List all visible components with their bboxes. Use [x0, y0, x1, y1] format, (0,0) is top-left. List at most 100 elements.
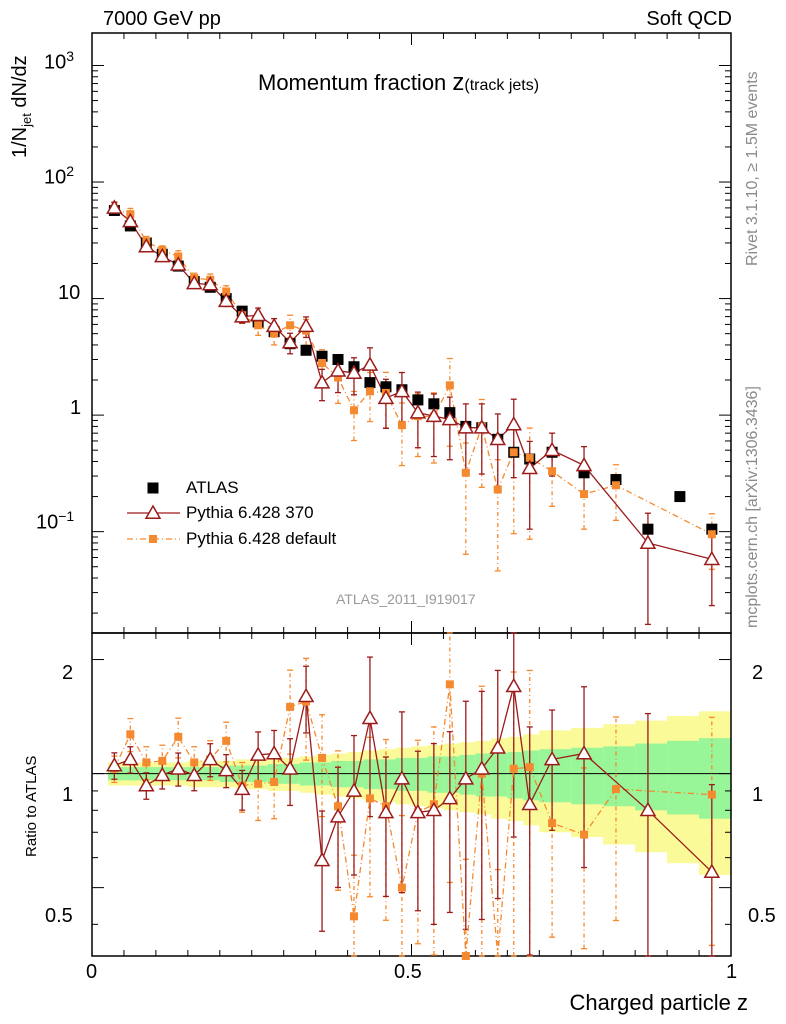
pdefault-ratio-point [158, 756, 167, 765]
pdefault-ratio-point [611, 785, 620, 794]
pdefault-ratio-point [461, 952, 470, 960]
pdefault-ratio-point [445, 680, 454, 689]
p370-main-point [441, 410, 459, 426]
p370-main-point [297, 317, 315, 333]
p370-ratio-point [473, 760, 491, 775]
legend-marker-p370 [144, 504, 162, 519]
ratio-band-inner [667, 740, 700, 815]
atlas-main-point [706, 523, 718, 535]
p370-ratio-point [639, 801, 657, 817]
p370-ratio-point [329, 808, 347, 823]
p370-ratio-point [361, 709, 379, 725]
atlas-main-point [364, 377, 376, 389]
atlas-main-point [610, 474, 622, 486]
p370-main-point [639, 534, 657, 549]
p370-main-point [393, 382, 411, 398]
pdefault-ratio-point [509, 764, 518, 773]
atlas-main-point [578, 467, 590, 479]
header-beam-label: 7000 GeV pp [103, 8, 221, 30]
p370-main-point [122, 212, 139, 228]
pdefault-main-point [397, 421, 406, 430]
pdefault-ratio-point [397, 883, 406, 892]
x-axis-label: Charged particle z [569, 990, 748, 1015]
atlas-main-point [412, 394, 424, 406]
ratio-y-tick-left: 1 [62, 784, 74, 806]
ratio-band-inner [427, 756, 444, 793]
pdefault-main-point [580, 490, 589, 499]
main-y-tick-label: 103 [44, 48, 75, 74]
pdefault-main-point [461, 468, 470, 477]
legend-marker-pdefault [149, 535, 157, 543]
ratio-band-inner [603, 746, 636, 807]
pdefault-ratio-point [126, 730, 135, 739]
pdefault-main-point [349, 406, 358, 415]
pdefault-ratio-point [142, 758, 151, 767]
title-z: z [452, 69, 465, 96]
ratio-band-inner [507, 752, 524, 799]
ratio-band-inner [699, 738, 731, 819]
pdefault-main-point [548, 467, 557, 476]
pdefault-ratio-point [349, 912, 358, 921]
p370-ratio-point [265, 744, 283, 760]
legend-label-p370: Pythia 6.428 370 [186, 503, 314, 522]
main-y-tick-label: 10 [58, 282, 81, 304]
pdefault-ratio-point [286, 702, 295, 711]
p370-ratio-point [521, 795, 539, 811]
p370-ratio-point [543, 750, 561, 766]
pdefault-main-point [286, 321, 295, 330]
p370-ratio-point [703, 863, 721, 878]
p370-ratio-point [153, 766, 171, 782]
p370-ratio-point [575, 744, 593, 760]
title-sub: (track jets) [464, 77, 540, 94]
p370-main-point [281, 333, 299, 349]
p370-ratio-point [201, 750, 219, 766]
ratio-band-inner [491, 753, 508, 797]
p370-main-point [217, 292, 235, 308]
p370-ratio-point [409, 803, 427, 819]
p370-main-point [313, 374, 331, 389]
pdefault-ratio-point [525, 763, 534, 772]
p370-main-point [345, 364, 363, 379]
pdefault-main-point [707, 530, 716, 539]
mcplots-label: mcplots.cern.ch [arXiv:1306.3436] [744, 386, 761, 628]
p370-ratio-point [425, 801, 443, 817]
p370-ratio-point [106, 757, 123, 772]
p370-ratio-point [185, 766, 203, 782]
pdefault-ratio-point [174, 732, 183, 741]
p370-main-point [249, 306, 267, 322]
pdefault-ratio-point [548, 819, 557, 828]
pdefault-ratio-point [190, 758, 199, 767]
p370-ratio-point [313, 851, 331, 867]
p370-ratio-point [441, 789, 459, 805]
p370-main-point [409, 404, 427, 419]
p370-main-point [457, 419, 475, 434]
atlas-main-point [316, 350, 328, 362]
pdefault-ratio-point [222, 736, 231, 745]
pdefault-main-point [525, 453, 534, 462]
x-tick-label: 0 [86, 961, 98, 983]
pdefault-main-point [493, 485, 502, 494]
p370-ratio-point [457, 770, 475, 785]
p370-main-point [489, 430, 507, 446]
title-main: Momentum fraction [258, 70, 453, 95]
p370-ratio-point [393, 770, 411, 785]
main-y-tick-label: 1 [70, 397, 82, 419]
p370-ratio-point [169, 760, 187, 775]
pdefault-ratio-point [580, 830, 589, 839]
p370-main-point [361, 356, 379, 371]
p370-main-point [521, 459, 539, 475]
atlas-main-point [428, 398, 440, 410]
pdefault-main-point [270, 329, 279, 338]
p370-ratio-point [489, 739, 507, 754]
p370-ratio-point [249, 746, 267, 761]
atlas-main-point [642, 523, 654, 535]
pdefault-ratio-point [270, 778, 279, 787]
p370-main-point [201, 276, 219, 291]
legend-label-atlas: ATLAS [186, 478, 239, 497]
ratio-band-inner [411, 757, 428, 791]
pdefault-main-point [222, 287, 231, 296]
legend-label-pdefault: Pythia 6.428 default [186, 529, 337, 548]
p370-main-point [233, 308, 251, 323]
p370-main-point [329, 362, 347, 377]
pdefault-ratio-point [365, 794, 374, 803]
